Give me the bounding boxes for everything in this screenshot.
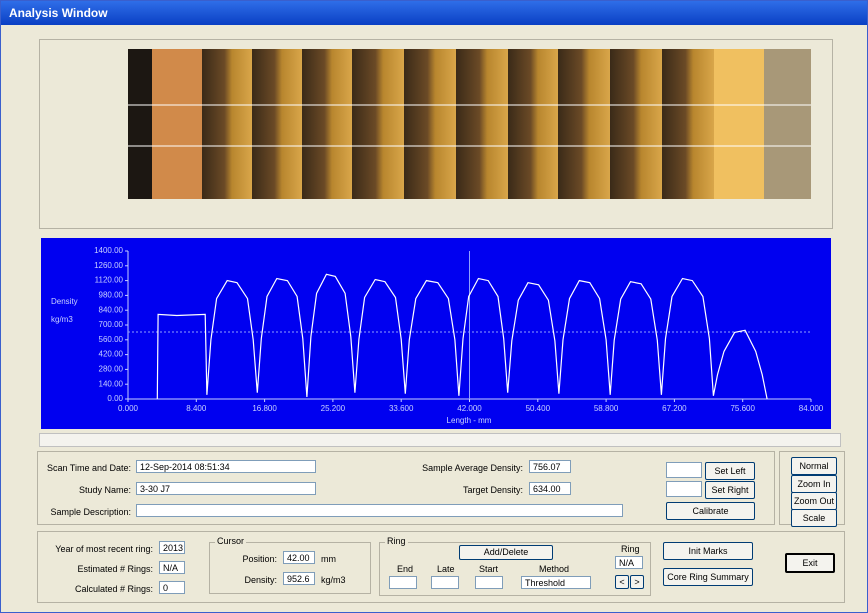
- label: Ring: [621, 544, 640, 554]
- scale-button[interactable]: Scale: [791, 509, 837, 527]
- label: Estimated # Rings:: [77, 564, 153, 574]
- set-left-button[interactable]: Set Left: [705, 462, 755, 480]
- target-density-field[interactable]: 634.00: [529, 482, 571, 495]
- group-title: Cursor: [215, 536, 247, 546]
- label: Scan Time and Date:: [46, 463, 131, 473]
- zoom-in-button[interactable]: Zoom In: [791, 475, 837, 493]
- x-tick-label: 8.400: [186, 404, 207, 413]
- density-chart: Density kg/m3 Length - mm 0.00 140.00 280.…: [41, 238, 831, 429]
- core-ring-summary-button[interactable]: Core Ring Summary: [663, 568, 753, 586]
- label: Year of most recent ring:: [55, 544, 153, 554]
- y-tick-label: 1260.00: [94, 261, 123, 270]
- set-right-button[interactable]: Set Right: [705, 481, 755, 499]
- y-tick-label: 560.00: [99, 335, 124, 344]
- label: Target Density:: [462, 485, 523, 495]
- y-tick-label: 140.00: [99, 379, 124, 388]
- cursor-group: [209, 542, 371, 594]
- x-tick-label: 75.600: [730, 404, 755, 413]
- exit-button[interactable]: Exit: [785, 553, 835, 573]
- label: Sample Average Density:: [422, 463, 523, 473]
- label: Sample Description:: [50, 507, 131, 517]
- ring-field[interactable]: N/A: [615, 556, 643, 569]
- position-field[interactable]: 42.00: [283, 551, 315, 564]
- info-group: [37, 451, 775, 525]
- end-field[interactable]: [389, 576, 417, 589]
- calibrate-button[interactable]: Calibrate: [666, 502, 755, 520]
- ring-group: [379, 542, 651, 596]
- scrollbar[interactable]: [39, 433, 841, 447]
- x-tick-label: 58.800: [594, 404, 619, 413]
- x-tick-label: 16.800: [252, 404, 277, 413]
- x-tick-label: 50.400: [526, 404, 551, 413]
- label: Density:: [244, 575, 277, 585]
- density-field[interactable]: 952.6: [283, 572, 315, 585]
- label: Method: [539, 564, 570, 574]
- next-button[interactable]: >: [630, 575, 644, 589]
- x-tick-label: 84.000: [799, 404, 824, 413]
- plot-background: [41, 238, 831, 429]
- left-field[interactable]: [666, 462, 702, 478]
- x-axis-label: Length - mm: [447, 416, 492, 425]
- y-tick-label: 1120.00: [95, 276, 124, 285]
- group-title: Ring: [385, 536, 408, 546]
- late-field[interactable]: [431, 576, 459, 589]
- x-tick-label: 25.200: [321, 404, 346, 413]
- density-line: [156, 273, 768, 400]
- core-image: [128, 49, 811, 199]
- label: Start: [479, 564, 499, 574]
- label: End: [397, 564, 414, 574]
- image-frame: [39, 39, 833, 229]
- y-tick-label: 420.00: [99, 350, 124, 359]
- unit: kg/m3: [321, 575, 346, 585]
- y-tick-label: 700.00: [99, 320, 124, 329]
- add-delete-button[interactable]: Add/Delete: [459, 545, 553, 560]
- label: Calculated # Rings:: [74, 584, 153, 594]
- init-marks-button[interactable]: Init Marks: [663, 542, 753, 560]
- label: Study Name:: [78, 485, 131, 495]
- y-axis-label: Density: [51, 297, 78, 306]
- bottom-group: [37, 531, 845, 603]
- start-field[interactable]: [475, 576, 503, 589]
- sample-description-field[interactable]: [136, 504, 623, 517]
- x-tick-label: 0.000: [118, 404, 139, 413]
- x-tick-label: 42.000: [457, 404, 482, 413]
- avg-density-field[interactable]: 756.07: [529, 460, 571, 473]
- y-tick-label: 980.00: [99, 291, 124, 300]
- zoom-out-button[interactable]: Zoom Out: [791, 492, 837, 510]
- study-name-field[interactable]: 3-30 J7: [136, 482, 316, 495]
- scan-time-field[interactable]: 12-Sep-2014 08:51:34: [136, 460, 316, 473]
- x-tick-label: 33.600: [389, 404, 414, 413]
- method-field[interactable]: Threshold: [521, 576, 591, 589]
- normal-button[interactable]: Normal: [791, 457, 837, 475]
- x-tick-label: 67.200: [662, 404, 687, 413]
- label: Position:: [242, 554, 277, 564]
- right-field[interactable]: [666, 481, 702, 497]
- prev-button[interactable]: <: [615, 575, 629, 589]
- label: Late: [437, 564, 455, 574]
- y-tick-label: 0.00: [107, 394, 123, 403]
- year-field[interactable]: 2013: [159, 541, 185, 554]
- title-bar: Analysis Window: [1, 1, 867, 25]
- estimated-field[interactable]: N/A: [159, 561, 185, 574]
- unit: mm: [321, 554, 336, 564]
- y-tick-label: 280.00: [99, 365, 124, 374]
- y-axis-label: kg/m3: [51, 315, 73, 324]
- calculated-field[interactable]: 0: [159, 581, 185, 594]
- y-tick-label: 840.00: [99, 305, 124, 314]
- y-tick-label: 1400.00: [94, 246, 123, 255]
